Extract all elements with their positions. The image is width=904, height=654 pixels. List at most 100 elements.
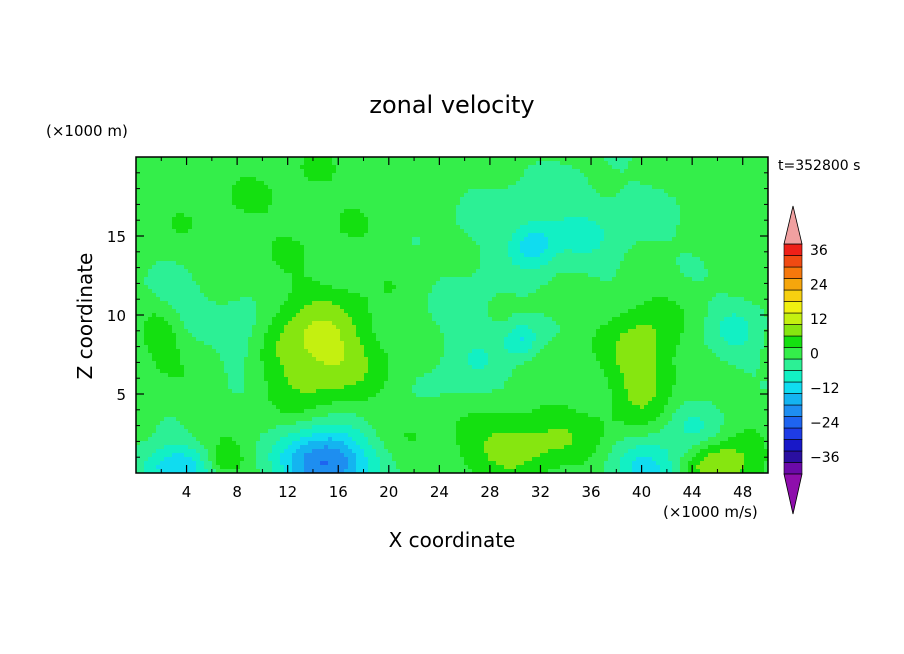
field-cell <box>492 273 497 278</box>
field-cell <box>376 225 381 230</box>
field-cell <box>516 233 521 238</box>
field-cell <box>204 245 209 250</box>
field-cell <box>216 281 221 286</box>
field-cell <box>144 261 149 266</box>
field-cell <box>668 245 673 250</box>
field-cell <box>232 233 237 238</box>
field-cell <box>156 237 161 242</box>
field-cell <box>200 157 205 162</box>
field-cell <box>620 277 625 282</box>
field-cell <box>152 209 157 214</box>
field-cell <box>348 169 353 174</box>
field-cell <box>736 221 741 226</box>
field-cell <box>184 185 189 190</box>
field-cell <box>164 257 169 262</box>
field-cell <box>268 217 273 222</box>
field-cell <box>444 253 449 258</box>
field-cell <box>704 257 709 262</box>
field-cell <box>704 221 709 226</box>
field-cell <box>568 181 573 186</box>
field-cell <box>632 265 637 270</box>
field-cell <box>724 269 729 274</box>
field-cell <box>396 257 401 262</box>
field-cell <box>560 249 565 254</box>
field-cell <box>480 253 485 258</box>
field-cell <box>348 193 353 198</box>
field-cell <box>192 201 197 206</box>
field-cell <box>404 249 409 254</box>
field-cell <box>424 269 429 274</box>
field-cell <box>540 221 545 226</box>
field-cell <box>212 249 217 254</box>
field-cell <box>208 261 213 266</box>
field-cell <box>724 193 729 198</box>
field-cell <box>496 197 501 202</box>
field-cell <box>352 193 357 198</box>
field-cell <box>292 193 297 198</box>
field-cell <box>756 193 761 198</box>
field-cell <box>464 233 469 238</box>
field-cell <box>508 157 513 162</box>
field-cell <box>296 269 301 274</box>
field-cell <box>408 169 413 174</box>
field-cell <box>520 165 525 170</box>
field-cell <box>212 197 217 202</box>
field-cell <box>684 213 689 218</box>
field-cell <box>608 241 613 246</box>
field-cell <box>176 221 181 226</box>
field-cell <box>268 209 273 214</box>
field-cell <box>196 177 201 182</box>
field-cell <box>272 193 277 198</box>
field-cell <box>412 241 417 246</box>
field-cell <box>520 213 525 218</box>
field-cell <box>384 229 389 234</box>
field-cell <box>720 269 725 274</box>
field-cell <box>760 253 765 258</box>
field-cell <box>376 265 381 270</box>
field-cell <box>596 213 601 218</box>
field-cell <box>656 157 661 162</box>
field-cell <box>480 277 485 282</box>
field-cell <box>328 261 333 266</box>
field-cell <box>404 209 409 214</box>
field-cell <box>716 249 721 254</box>
field-cell <box>552 229 557 234</box>
field-cell <box>264 165 269 170</box>
field-cell <box>732 185 737 190</box>
field-cell <box>540 177 545 182</box>
field-cell <box>368 217 373 222</box>
field-cell <box>544 177 549 182</box>
field-cell <box>684 201 689 206</box>
field-cell <box>548 157 553 162</box>
field-cell <box>592 197 597 202</box>
field-cell <box>240 241 245 246</box>
field-cell <box>556 229 561 234</box>
field-cell <box>344 265 349 270</box>
field-cell <box>376 261 381 266</box>
field-cell <box>612 173 617 178</box>
field-cell <box>176 281 181 286</box>
field-cell <box>452 225 457 230</box>
field-cell <box>492 257 497 262</box>
field-cell <box>280 261 285 266</box>
field-cell <box>496 273 501 278</box>
field-cell <box>276 281 281 286</box>
field-cell <box>712 205 717 210</box>
field-cell <box>764 269 769 274</box>
field-cell <box>204 257 209 262</box>
field-cell <box>616 185 621 190</box>
field-cell <box>692 181 697 186</box>
field-cell <box>720 165 725 170</box>
field-cell <box>596 173 601 178</box>
field-cell <box>432 197 437 202</box>
field-cell <box>332 193 337 198</box>
field-cell <box>500 229 505 234</box>
field-cell <box>572 165 577 170</box>
field-cell <box>208 157 213 162</box>
field-cell <box>352 201 357 206</box>
field-cell <box>536 197 541 202</box>
field-cell <box>512 201 517 206</box>
field-cell <box>596 241 601 246</box>
field-cell <box>740 173 745 178</box>
field-cell <box>424 193 429 198</box>
